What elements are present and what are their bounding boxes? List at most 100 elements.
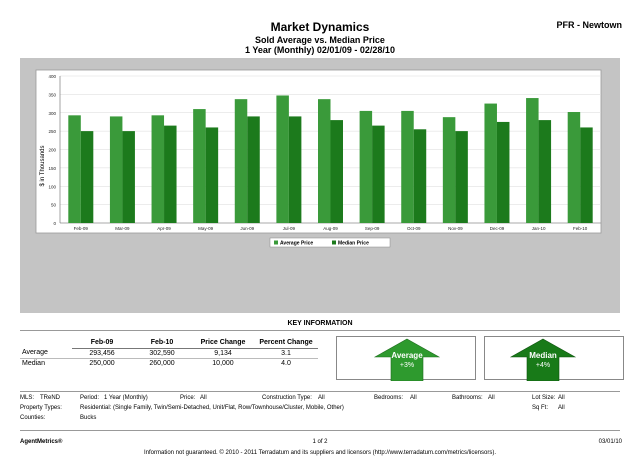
average-price-bar (68, 115, 81, 223)
key-info-header-row: Feb-09 Feb-10 Price Change Percent Chang… (20, 338, 318, 349)
table-cell: 260,000 (149, 359, 175, 367)
legend-box (269, 237, 391, 248)
period-label: Period: (80, 395, 100, 401)
x-tick-label: Apr-09 (157, 226, 171, 231)
median-price-bar (247, 116, 260, 223)
property-types-label: Property Types: (20, 405, 62, 411)
average-price-bar (193, 109, 206, 223)
x-tick-label: Dec-09 (490, 226, 505, 231)
bathrooms-value: All (488, 395, 495, 401)
construction-type-value: All (318, 395, 325, 401)
table-cell: 302,590 (132, 348, 192, 359)
chart-frame: $ in Thousands 0 50 100 150 200 250 300 350 400 F… (20, 58, 620, 313)
x-tick-label: Mar-09 (115, 226, 130, 231)
x-tick-label: Jul-09 (283, 226, 296, 231)
key-info-table: Feb-09 Feb-10 Price Change Percent Chang… (20, 338, 318, 368)
legend-label: Median Price (338, 240, 369, 246)
average-arrow-label: Average (391, 351, 423, 360)
average-change-panel: Average +3% (336, 336, 476, 381)
report-date-range: 1 Year (Monthly) 02/01/09 - 02/28/10 (245, 45, 395, 55)
median-price-bar (372, 125, 385, 223)
region-label: PFR - Newtown (556, 20, 623, 30)
legend-swatch (332, 240, 336, 245)
median-price-bar (122, 131, 135, 223)
y-tick-label: 300 (48, 111, 56, 116)
x-tick-label: Jan-10 (532, 226, 546, 231)
y-tick-label: 250 (48, 129, 56, 134)
average-price-bar (109, 116, 123, 223)
y-tick-label: 400 (48, 74, 56, 79)
x-tick-label: Sep-09 (365, 226, 380, 231)
y-tick-label: 350 (48, 92, 56, 97)
counties-value: Bucks (80, 415, 97, 421)
y-tick-label: 0 (53, 221, 56, 226)
column-header: Percent Change (254, 338, 318, 349)
average-price-bar (318, 99, 331, 223)
median-change-panel: Median +4% (484, 336, 624, 381)
brand-logo: AgentMetrics® (20, 439, 63, 445)
table-cell: 293,456 (72, 348, 132, 359)
table-cell: 3.1 (254, 348, 318, 359)
row-label: Average (20, 348, 72, 359)
median-price-bar (538, 120, 552, 223)
lot-size-label: Lot Size: (532, 395, 556, 401)
bedrooms-label: Bedrooms: (374, 395, 404, 401)
average-price-bar (151, 115, 165, 223)
average-arrow-change: +3% (400, 362, 414, 369)
sq-ft-label: Sq Ft: (532, 405, 549, 411)
table-cell: 4.0 (281, 359, 291, 367)
column-header: Feb-10 (132, 338, 192, 349)
legend-label: Average Price (280, 240, 313, 246)
table-cell: 250,000 (89, 359, 115, 367)
average-price-bar (234, 99, 248, 223)
legend-swatch (274, 240, 278, 245)
x-tick-label: Nov-09 (448, 226, 463, 231)
average-price-bar (276, 95, 289, 223)
y-axis-label: $ in Thousands (40, 146, 46, 187)
median-price-bar (164, 125, 177, 223)
sq-ft-value: All (558, 405, 565, 411)
average-price-bar (526, 98, 539, 223)
median-price-bar (288, 116, 302, 223)
mls-label: MLS: (20, 395, 35, 401)
criteria-divider-top (20, 391, 620, 392)
average-price-bar (401, 110, 414, 223)
median-price-bar (413, 129, 427, 223)
average-price-bar (484, 103, 497, 223)
y-tick-label: 50 (51, 203, 57, 208)
up-arrow-icon (509, 338, 577, 381)
table-row: Average 293,456 302,590 9,134 3.1 (20, 348, 318, 359)
bathrooms-label: Bathrooms: (452, 395, 483, 401)
median-arrow-change: +4% (536, 362, 550, 369)
bar-chart: $ in Thousands 0 50 100 150 200 250 300 350 400 F… (35, 69, 602, 248)
y-tick-label: 150 (48, 166, 56, 171)
average-price-bar (567, 112, 581, 223)
average-price-bar (442, 117, 456, 223)
page-number: 1 of 2 (312, 439, 328, 445)
column-header (20, 338, 72, 348)
column-header: Price Change (192, 338, 254, 349)
key-info-divider (20, 330, 620, 331)
median-price-bar (80, 131, 94, 223)
key-info-title: KEY INFORMATION (287, 320, 353, 327)
row-label: Median (22, 359, 45, 367)
report-date: 03/01/10 (598, 439, 622, 445)
chart-legend: Average Price Median Price (269, 237, 391, 248)
report-subtitle: Sold Average vs. Median Price (255, 35, 385, 45)
x-tick-label: Feb-10 (573, 226, 588, 231)
table-cell: 9,134 (192, 348, 254, 359)
median-price-bar (580, 127, 593, 223)
property-types-value: Residential: (Single Family, Twin/Semi-D… (80, 405, 344, 411)
average-price-bar (359, 110, 373, 223)
construction-type-label: Construction Type: (262, 395, 312, 401)
median-price-bar (496, 121, 510, 223)
disclaimer: Information not guaranteed. © 2010 - 201… (143, 450, 497, 456)
median-price-bar (455, 131, 468, 223)
mls-value: TReND (40, 395, 61, 401)
price-value: All (200, 395, 207, 401)
column-header: Feb-09 (72, 338, 132, 349)
median-price-bar (205, 127, 219, 223)
x-tick-label: Jun-09 (240, 226, 254, 231)
y-tick-label: 100 (48, 184, 56, 189)
lot-size-value: All (558, 395, 565, 401)
